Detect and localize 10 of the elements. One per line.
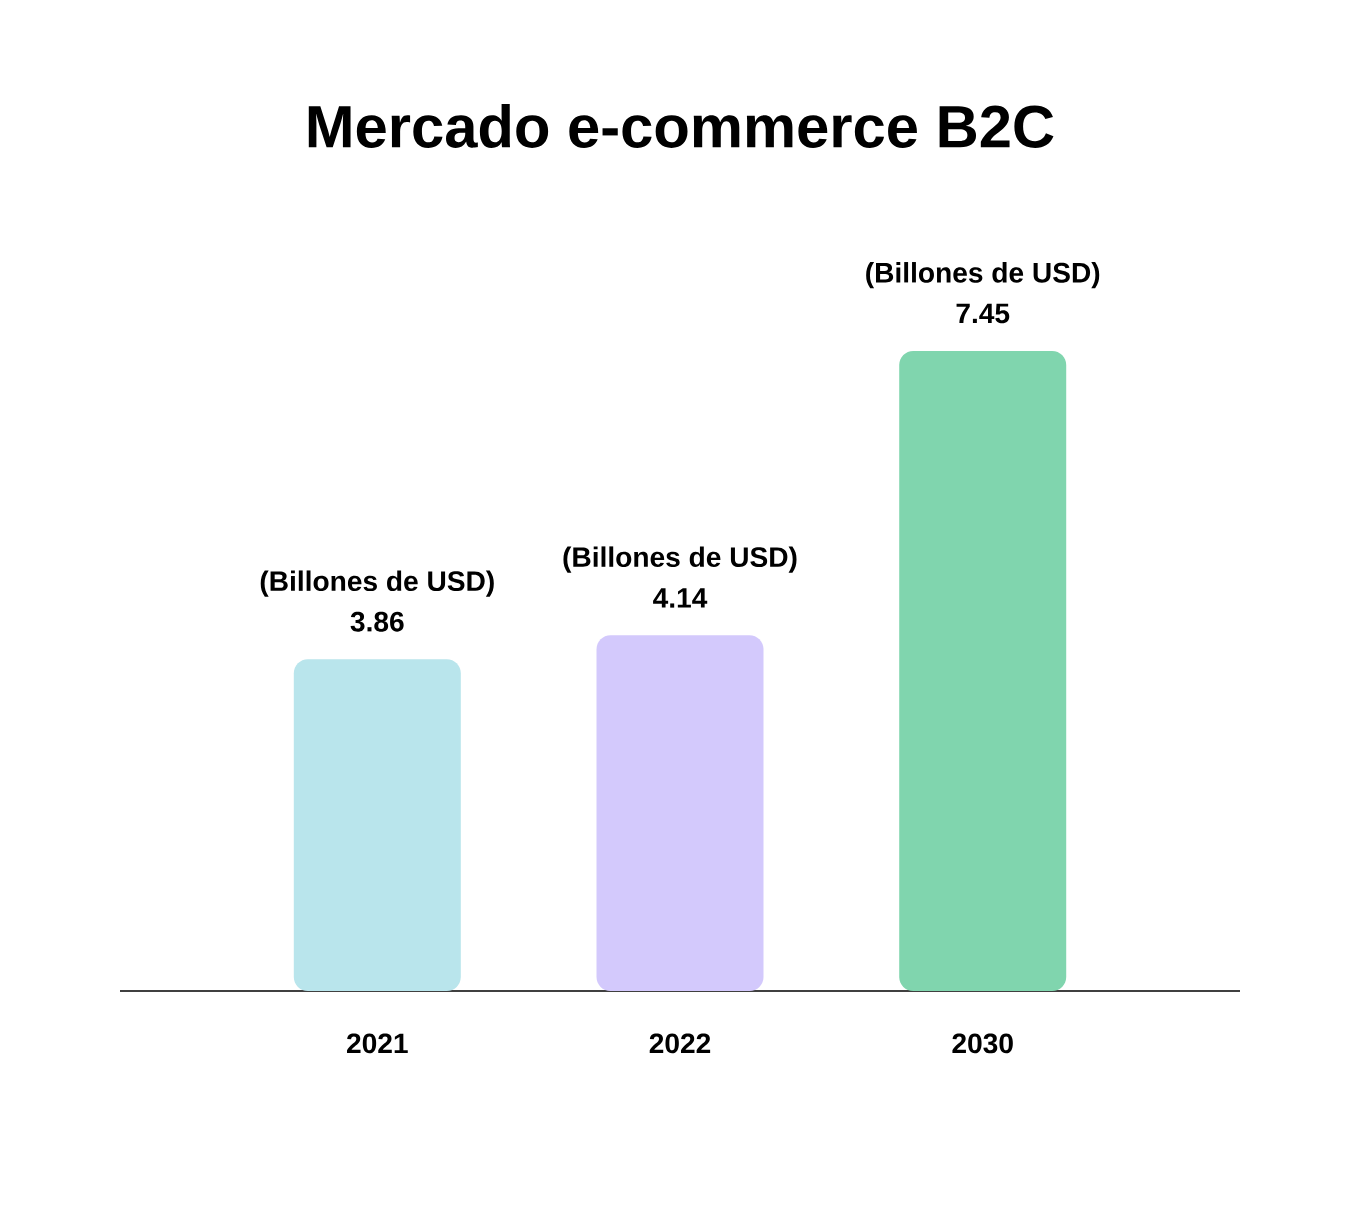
data-label: 3.86 <box>350 611 404 632</box>
data-label: 4.14 <box>653 588 708 608</box>
annotation: (Billones de USD) <box>866 262 1100 289</box>
annotation: (Billones de USD) <box>260 570 494 597</box>
annotation: (Billones de USD) <box>563 546 797 573</box>
x-tick-label: 2021 <box>347 1033 408 1054</box>
x-tick-label: 2022 <box>649 1033 711 1054</box>
chart-title: Mercado e-commerce B2C <box>308 104 1054 148</box>
x-tick-label: 2030 <box>952 1033 1013 1054</box>
data-label: 7.45 <box>956 303 1010 324</box>
